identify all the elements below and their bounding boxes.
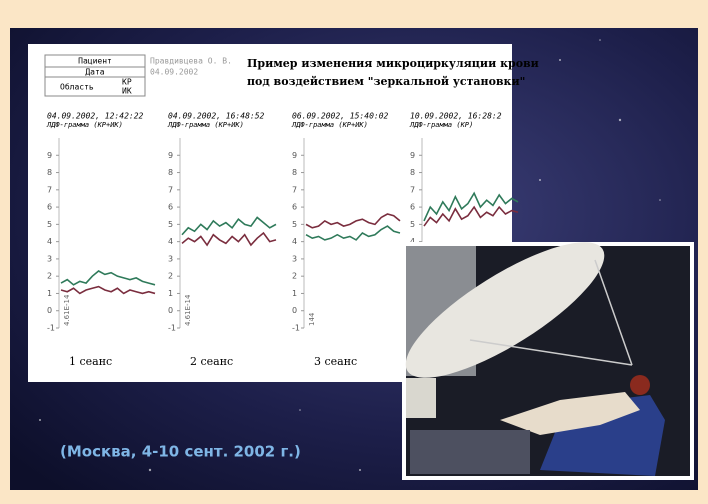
chair: [540, 395, 665, 476]
y-tick-label: 7: [292, 185, 297, 194]
strut: [594, 259, 633, 366]
table-cell: Дата: [85, 68, 104, 77]
strut: [469, 339, 633, 366]
person: [500, 392, 640, 435]
y-tick-label: 1: [47, 289, 52, 298]
session-label: 1 сеанс: [69, 355, 112, 368]
y-tick-label: 4: [168, 237, 173, 246]
y-tick-label: 9: [168, 151, 173, 160]
y-tick-label: 0: [292, 306, 297, 315]
y-tick-label: 9: [292, 151, 297, 160]
y-tick-label: 6: [410, 203, 415, 212]
table-cell: Пациент: [78, 57, 112, 66]
y-tick-label: 4: [410, 237, 415, 246]
mirror-dish: [405, 242, 605, 378]
y-tick-label: 7: [168, 185, 173, 194]
y-tick-label: 5: [292, 220, 297, 229]
y-tick-label: -1: [292, 324, 300, 333]
y-tick-label: 4: [47, 237, 52, 246]
y-tick-label: 0: [47, 306, 52, 315]
session-label: 2 сеанс: [190, 355, 233, 368]
table-cell: КР: [122, 78, 132, 87]
y-tick-label: 8: [292, 168, 297, 177]
chart-subtitle: ЛДФ-грамма (КР+ИК): [291, 121, 368, 129]
table-cell: ИК: [122, 87, 132, 96]
table-cell: 04.09.2002: [150, 68, 198, 77]
y-tick-label: 1: [168, 289, 173, 298]
trace: [60, 270, 156, 286]
y-tick-label: 6: [168, 203, 173, 212]
trace: [305, 213, 401, 229]
y-tick-label: 8: [47, 168, 52, 177]
y-tick-label: 4: [292, 237, 297, 246]
y-tick-label: 7: [410, 185, 415, 194]
y-tick-label: 2: [168, 272, 173, 281]
y-tick-label: 1: [292, 289, 297, 298]
photo: [402, 242, 694, 480]
floor-equipment: [410, 430, 530, 474]
y-tick-label: 5: [168, 220, 173, 229]
trace: [423, 205, 519, 227]
y-tick-label: 3: [168, 254, 173, 263]
trace: [423, 191, 519, 222]
y-tick-label: 5: [47, 220, 52, 229]
stars: [39, 39, 661, 472]
y-tick-label: 9: [410, 151, 415, 160]
report-title: под воздействием "зеркальной установки": [247, 75, 525, 88]
y-tick-label: 0: [168, 306, 173, 315]
header-table: Пациент Правдивцева О. В. Дата 04.09.200…: [44, 54, 232, 97]
axis-label: 4.61E-14: [63, 294, 71, 326]
y-tick-label: 8: [410, 168, 415, 177]
y-tick-label: 6: [47, 203, 52, 212]
person-head: [630, 375, 650, 395]
trace: [181, 231, 277, 247]
y-tick-label: 2: [292, 272, 297, 281]
y-tick-label: 3: [292, 254, 297, 263]
y-tick-label: 7: [47, 185, 52, 194]
table-border: [44, 54, 146, 97]
y-tick-label: 6: [292, 203, 297, 212]
y-tick-label: -1: [47, 324, 55, 333]
caption: (Москва, 4-10 сент. 2002 г.): [60, 443, 301, 461]
table-cell: Правдивцева О. В.: [150, 57, 232, 66]
device: [406, 378, 436, 418]
y-tick-label: -1: [168, 324, 176, 333]
report-title: Пример изменения микроциркуляции крови: [247, 57, 539, 70]
trace: [60, 285, 156, 295]
y-tick-label: 5: [410, 220, 415, 229]
chart-subtitle: ЛДФ-грамма (КР+ИК): [46, 121, 123, 129]
axis-label: 144: [308, 312, 316, 326]
y-tick-label: 2: [47, 272, 52, 281]
trace: [305, 225, 401, 241]
table-cell: Область: [60, 82, 94, 92]
chart-subtitle: ЛДФ-грамма (КР): [409, 121, 473, 129]
axis-label: 4.61E-14: [184, 294, 192, 326]
session-label: 3 сеанс: [314, 355, 357, 368]
chart-date: 04.09.2002, 16:48:52: [168, 112, 265, 121]
trace: [181, 216, 277, 236]
y-tick-label: 3: [47, 254, 52, 263]
chart-subtitle: ЛДФ-грамма (КР+ИК): [167, 121, 244, 129]
chart-date: 04.09.2002, 12:42:22: [47, 112, 144, 121]
y-tick-label: 9: [47, 151, 52, 160]
y-tick-label: 8: [168, 168, 173, 177]
chart-date: 06.09.2002, 15:40:02: [292, 112, 389, 121]
chart-date: 10.09.2002, 16:28:2: [410, 112, 502, 121]
